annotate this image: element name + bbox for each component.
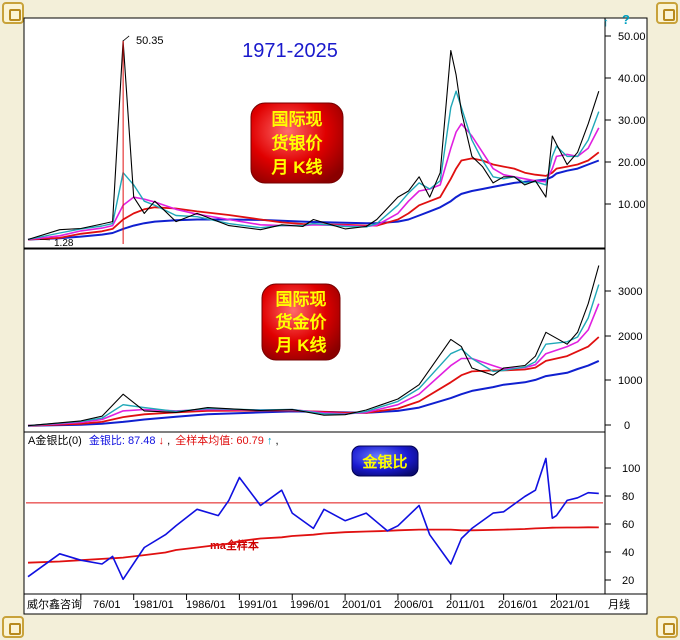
ratio-badge: 金银比: [351, 445, 419, 477]
x-tick-label: 76/01: [93, 599, 121, 611]
series-line-price: [27, 40, 600, 241]
silver-badge: 国际现 货银价 月 K线: [250, 102, 344, 184]
source-label: 威尔鑫咨询: [27, 597, 82, 611]
y-axis-panel: [604, 17, 648, 595]
mean-up-arrow-icon: ↑: [267, 435, 273, 447]
corner-ornament: [2, 616, 24, 638]
x-axis: 76/01 1981/01 1986/01 1991/01 1996/01 20…: [93, 599, 590, 611]
series-line-ma_long: [27, 336, 600, 427]
x-tick-label: 2011/01: [446, 599, 485, 611]
ratio-panel: [23, 431, 606, 595]
corner-ornament: [656, 2, 678, 24]
y-tick-label: 50.00: [618, 31, 646, 43]
silver-badge-line-1: 国际现: [272, 110, 323, 129]
x-tick-label: 2001/01: [342, 599, 382, 611]
y-tick-label: 40: [622, 547, 634, 559]
series-line-ma_short: [27, 90, 600, 241]
silver-badge-line-3: 月 K线: [271, 157, 323, 177]
y-tick-label: 10.00: [618, 199, 646, 211]
x-tick-label: 2021/01: [550, 599, 590, 611]
ratio-y-axis: 100 80 60 40 20: [622, 463, 640, 587]
series-line-ma_mid: [27, 303, 600, 427]
x-tick-label: 1991/01: [238, 599, 278, 611]
y-tick-label: 40.00: [618, 73, 646, 85]
y-tick-label: 0: [624, 420, 630, 432]
series-line-ma全样本: [27, 526, 599, 564]
y-tick-label: 1000: [618, 375, 642, 387]
ratio-down-arrow-icon: ↓: [159, 435, 165, 447]
corner-ornament: [656, 616, 678, 638]
y-tick-label: 20.00: [618, 157, 646, 169]
up-arrow-icon: ↑: [603, 15, 609, 29]
gold-badge-line-1: 国际现: [276, 290, 327, 309]
x-tick-label: 2006/01: [394, 599, 434, 611]
low-label: 1.28: [54, 238, 74, 249]
silver-badge-line-2: 货银价: [272, 133, 324, 153]
gold-y-axis: 3000 2000 1000 0: [618, 286, 642, 432]
ratio-badge-label: 金银比: [361, 453, 407, 471]
series-line-金银比: [27, 457, 599, 581]
x-tick-label: 1981/01: [134, 599, 174, 611]
series-line-price: [27, 265, 600, 427]
indicator-title: A金银比(0) 金银比: 87.48 ↓ , 全样本均值: 60.79 ↑ ,: [28, 433, 279, 447]
x-tick-label: 1986/01: [186, 599, 226, 611]
peak-label: 50.35: [136, 35, 164, 47]
y-tick-label: 2000: [618, 331, 642, 343]
footer-bar: [23, 593, 648, 615]
help-icon: ?: [622, 12, 630, 27]
year-range-title: 1971-2025: [242, 40, 338, 62]
series-line-ma_short: [27, 284, 600, 427]
trailing-comma: ,: [167, 435, 170, 447]
y-tick-label: 20: [622, 575, 634, 587]
series-line-ma_longest: [27, 359, 600, 427]
series-layer: [26, 35, 611, 600]
silver-y-axis: 50.00 40.00 30.00 20.00 10.00: [618, 31, 646, 211]
ratio-value-label: 金银比: 87.48: [89, 433, 156, 447]
trailing-comma: ,: [276, 435, 279, 447]
y-tick-label: 30.00: [618, 115, 646, 127]
indicator-name: A金银比(0): [28, 433, 82, 447]
y-tick-label: 60: [622, 519, 634, 531]
low-leader-line: [39, 239, 51, 241]
period-label: 月线: [608, 597, 630, 611]
ma-label: ma全样本: [210, 538, 259, 552]
gold-badge-line-3: 月 K线: [275, 335, 327, 355]
corner-ornament: [2, 2, 24, 24]
x-tick-label: 1996/01: [290, 599, 330, 611]
mean-value-label: 全样本均值: 60.79: [175, 433, 264, 447]
series-line-ma_mid: [27, 123, 600, 241]
gold-badge: 国际现 货金价 月 K线: [261, 283, 341, 361]
gold-badge-line-2: 货金价: [276, 312, 328, 332]
y-tick-label: 80: [622, 491, 634, 503]
x-tick-label: 2016/01: [498, 599, 538, 611]
series-line-ma_long: [27, 151, 600, 241]
y-tick-label: 100: [622, 463, 640, 475]
y-tick-label: 3000: [618, 286, 642, 298]
peak-leader-line: [122, 35, 130, 42]
